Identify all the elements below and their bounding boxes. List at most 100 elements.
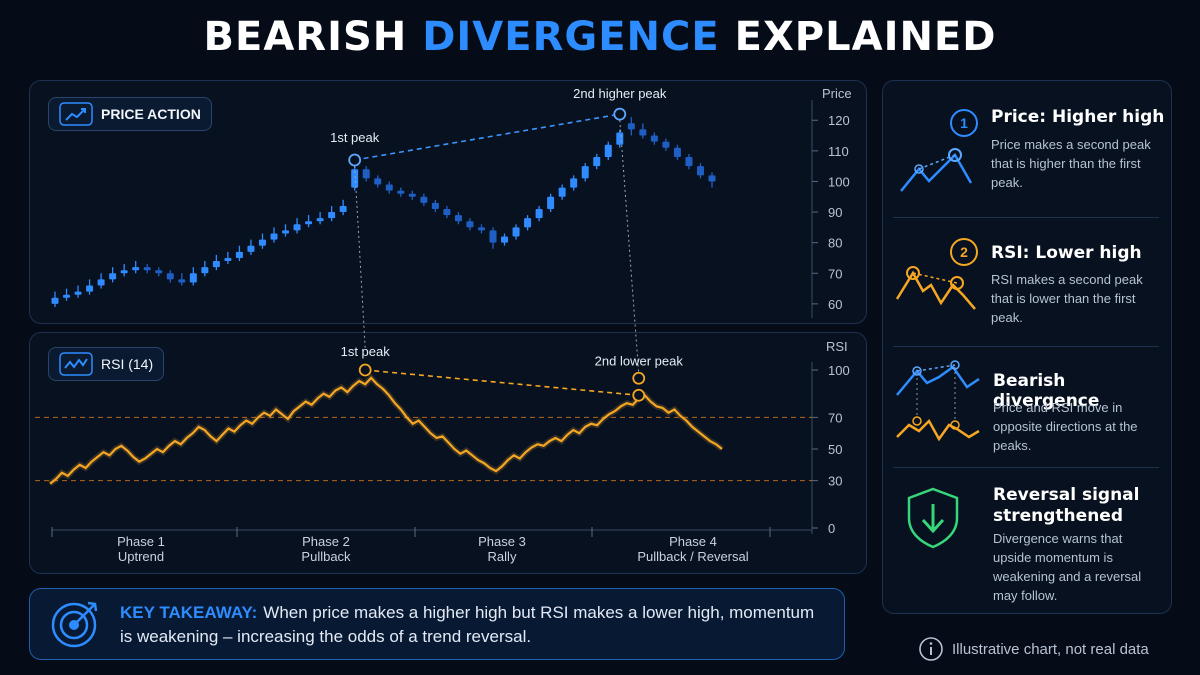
candle-body bbox=[293, 224, 301, 231]
candle bbox=[477, 224, 485, 234]
shield-down-icon bbox=[907, 487, 959, 549]
step-4-title: Reversal signal strengthened bbox=[993, 485, 1140, 526]
rsi-peak-2-label: 2nd lower peak bbox=[595, 353, 684, 368]
phase-name: Phase 2 bbox=[302, 534, 350, 549]
candle bbox=[420, 193, 428, 206]
candle bbox=[627, 117, 635, 136]
rsi-panel: RSI (14) bbox=[29, 332, 867, 574]
price-tick-label: 90 bbox=[828, 205, 842, 220]
candle bbox=[51, 291, 59, 307]
divider bbox=[893, 467, 1159, 468]
candle bbox=[558, 184, 566, 200]
rsi-tick-label: 50 bbox=[828, 442, 842, 457]
candle-body bbox=[627, 123, 635, 130]
candle-body bbox=[155, 270, 163, 274]
candle-body bbox=[362, 169, 370, 179]
candle-body bbox=[212, 261, 220, 268]
candle-body bbox=[166, 273, 174, 280]
candle-body bbox=[685, 156, 693, 167]
candle bbox=[593, 153, 601, 170]
candle bbox=[685, 153, 693, 170]
candle bbox=[74, 285, 82, 298]
price-tick-label: 70 bbox=[828, 266, 842, 281]
price-tick-label: 100 bbox=[828, 174, 850, 189]
candle bbox=[570, 175, 578, 191]
price-peak-2-marker bbox=[613, 107, 627, 121]
target-icon bbox=[51, 601, 98, 648]
candle bbox=[535, 205, 543, 222]
candle-body bbox=[477, 227, 485, 231]
candle bbox=[155, 267, 163, 277]
candle bbox=[604, 141, 612, 161]
explanation-panel: 1 Price: Higher high Price makes a secon… bbox=[882, 80, 1172, 614]
takeaway-text: When price makes a higher high but RSI m… bbox=[120, 603, 815, 646]
candle bbox=[524, 215, 532, 231]
candle bbox=[212, 254, 220, 271]
candle bbox=[466, 218, 474, 231]
candle bbox=[143, 264, 151, 274]
candle-body bbox=[339, 205, 347, 213]
candle-body bbox=[570, 178, 578, 188]
rsi-label: RSI (14) bbox=[101, 356, 154, 372]
step-3-title: Bearish divergence bbox=[993, 371, 1100, 411]
candle bbox=[247, 239, 255, 255]
candle bbox=[270, 227, 278, 243]
candle bbox=[489, 227, 497, 249]
candle-body bbox=[408, 193, 416, 197]
step-4-desc: Divergence warns that upside momentum is… bbox=[993, 531, 1142, 603]
phase-name: Phase 4 bbox=[669, 534, 717, 549]
title-part-2: DIVERGENCE bbox=[422, 14, 720, 60]
candle-body bbox=[258, 239, 266, 246]
candle bbox=[328, 205, 336, 222]
candle-body bbox=[189, 273, 197, 283]
candle-body bbox=[696, 166, 704, 176]
title-part-3: EXPLAINED bbox=[734, 14, 997, 60]
higher-high-icon bbox=[900, 148, 973, 192]
candle bbox=[305, 215, 313, 228]
peak-1-guide bbox=[354, 166, 366, 349]
candle-body bbox=[97, 279, 105, 286]
divider bbox=[893, 346, 1159, 347]
candle bbox=[339, 199, 347, 216]
candle-body bbox=[385, 184, 393, 191]
candle-body bbox=[374, 178, 382, 185]
candle bbox=[639, 123, 647, 139]
step-1-title: Price: Higher high bbox=[991, 107, 1165, 127]
price-tick-label: 110 bbox=[828, 144, 849, 159]
rsi-peak-2-callout bbox=[632, 371, 646, 385]
candle-body bbox=[662, 141, 670, 148]
rsi-tick-label: 0 bbox=[828, 521, 835, 536]
candle-body bbox=[63, 294, 71, 298]
rsi-divergence-line bbox=[365, 369, 639, 397]
candle-body bbox=[593, 156, 601, 167]
candle-body bbox=[247, 245, 255, 252]
price-tick-label: 120 bbox=[828, 113, 850, 128]
candle bbox=[224, 251, 232, 265]
candle bbox=[547, 193, 555, 213]
candle bbox=[696, 163, 704, 179]
candle bbox=[97, 273, 105, 289]
candle-body bbox=[501, 236, 509, 243]
price-action-label: PRICE ACTION bbox=[101, 106, 201, 122]
candle bbox=[454, 212, 462, 225]
price-axis-label: Price bbox=[822, 86, 852, 101]
candle bbox=[86, 279, 94, 295]
candle bbox=[408, 190, 416, 200]
takeaway-text-block: KEY TAKEAWAY: When price makes a higher h… bbox=[120, 601, 820, 649]
phase-desc: Pullback bbox=[301, 549, 351, 564]
price-peak-1-marker bbox=[348, 153, 362, 167]
disclaimer-text: Illustrative chart, not real data bbox=[952, 640, 1149, 658]
rsi-peak-1-marker bbox=[358, 363, 372, 377]
candle bbox=[662, 138, 670, 151]
candle-body bbox=[673, 147, 681, 157]
step-3-desc: Price and RSI move in opposite direction… bbox=[993, 400, 1138, 453]
candle bbox=[258, 233, 266, 249]
candle bbox=[166, 270, 174, 283]
candle-body bbox=[397, 190, 405, 194]
candle bbox=[235, 245, 243, 262]
lower-high-icon bbox=[895, 266, 976, 310]
price-action-badge: PRICE ACTION bbox=[48, 97, 212, 131]
rsi-line-glow bbox=[48, 373, 724, 487]
candle bbox=[650, 132, 658, 145]
candle bbox=[63, 288, 71, 301]
